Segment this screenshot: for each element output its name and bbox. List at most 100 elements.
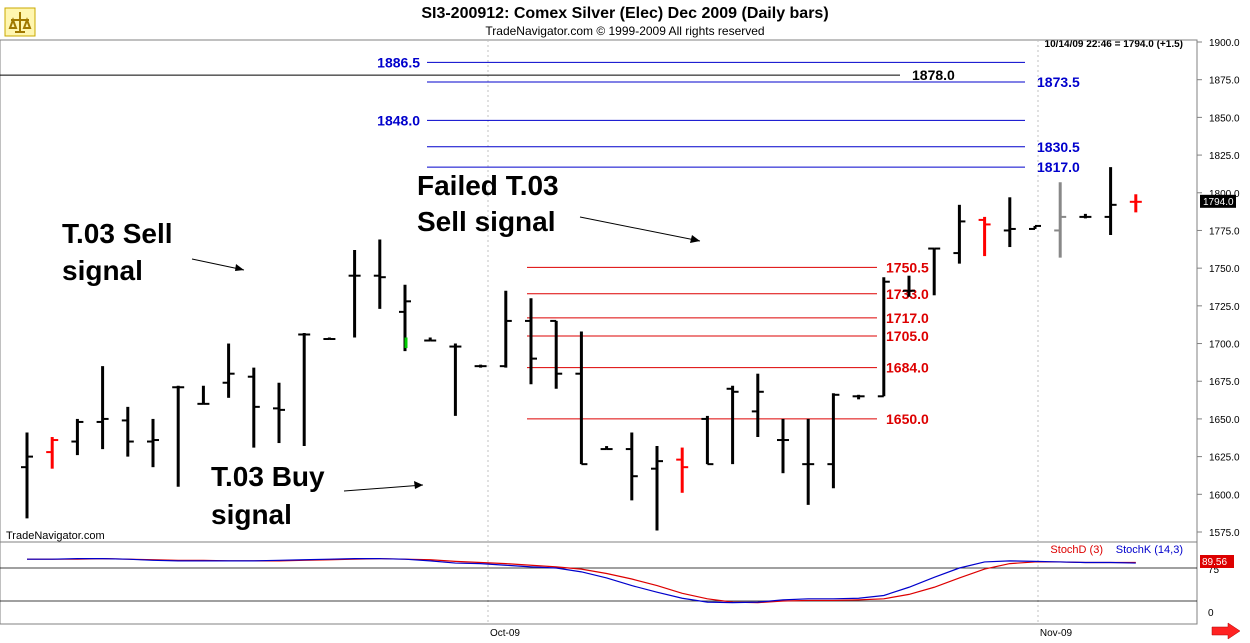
price-bars	[21, 167, 1142, 531]
y-tick-label: 1700.0	[1209, 340, 1240, 351]
ohlc-bar	[424, 337, 437, 342]
target-label: 1650.0	[886, 411, 929, 427]
buy-annotation-line2: signal	[211, 499, 292, 530]
ohlc-bar	[877, 277, 890, 398]
indicator-panel-border	[0, 541, 1198, 625]
sell-arrow	[191, 258, 245, 271]
stochastic-panel: StochD (3) StochK (14,3) 75 0 89.56	[0, 544, 1234, 619]
ohlc-bar	[247, 367, 260, 448]
ohlc-bar	[525, 298, 537, 385]
buy-annotation: T.03 Buy signal	[211, 461, 424, 530]
y-tick-label: 1825.0	[1209, 151, 1240, 162]
ohlc-bar	[121, 406, 134, 457]
ohlc-bar	[701, 415, 714, 466]
buy-arrow	[343, 484, 424, 492]
header: SI3-200912: Comex Silver (Elec) Dec 2009…	[4, 5, 1183, 50]
ohlc-bar	[449, 343, 462, 416]
chart-subtitle: TradeNavigator.com © 1999-2009 All right…	[485, 24, 764, 38]
ohlc-bar	[676, 447, 689, 493]
target-label: 1717.0	[886, 310, 929, 326]
ohlc-bar	[222, 343, 235, 398]
watermark: TradeNavigator.com	[6, 530, 105, 542]
chart-title: SI3-200912: Comex Silver (Elec) Dec 2009…	[421, 5, 828, 22]
y-tick-label: 1775.0	[1209, 226, 1240, 237]
ohlc-bar	[474, 364, 487, 368]
target-label: 1886.5	[377, 54, 420, 70]
ohlc-bar	[1029, 224, 1041, 230]
target-label: 1705.0	[886, 328, 929, 344]
stochk-label: StochK (14,3)	[1116, 544, 1183, 556]
ohlc-bar	[1079, 213, 1092, 219]
ohlc-bar	[726, 385, 739, 465]
x-tick-label: Nov-09	[1040, 628, 1073, 639]
indicator-value: 89.56	[1202, 557, 1227, 568]
scroll-right-button[interactable]	[1211, 622, 1241, 640]
ohlc-bar	[953, 204, 966, 264]
ohlc-bar	[1129, 194, 1142, 213]
sell-annotation-line1: T.03 Sell	[62, 218, 173, 249]
ohlc-bar	[928, 247, 941, 296]
ohlc-bar	[777, 418, 789, 474]
indicator-tick-0: 0	[1208, 608, 1214, 619]
ohlc-bar	[1054, 182, 1067, 258]
failed-arrow	[579, 216, 701, 242]
ohlc-bar	[298, 332, 311, 447]
buy-annotation-line1: T.03 Buy	[211, 461, 325, 492]
y-tick-label: 1750.0	[1209, 264, 1240, 275]
indicator-value-tag	[1200, 555, 1234, 568]
ohlc-bar	[827, 393, 840, 489]
sell-annotation: T.03 Sell signal	[62, 218, 245, 286]
grid	[487, 40, 1039, 624]
y-tick-label: 1875.0	[1209, 76, 1240, 87]
y-tick-label: 1900.0	[1209, 38, 1240, 49]
y-tick-label: 1725.0	[1209, 302, 1240, 313]
ohlc-bar	[575, 331, 588, 466]
ohlc-bar	[273, 382, 285, 444]
target-label: 1684.0	[886, 360, 929, 376]
ohlc-bar	[373, 239, 386, 309]
ohlc-bar	[903, 275, 915, 297]
ohlc-bar	[802, 418, 815, 505]
ohlc-bar	[1104, 167, 1117, 235]
arrow-right-icon	[1211, 622, 1241, 640]
ohlc-bar	[348, 250, 361, 338]
ohlc-bar	[751, 373, 764, 438]
x-tick-label: Oct-09	[490, 628, 520, 639]
sell-annotation-line2: signal	[62, 255, 143, 286]
y-tick-label: 1850.0	[1209, 113, 1240, 124]
indicator-tick-75: 75	[1208, 565, 1220, 576]
failed-arrow-head	[690, 235, 700, 243]
stochd-label: StochD (3)	[1050, 544, 1103, 556]
ohlc-bar	[71, 418, 84, 456]
ohlc-bar	[21, 432, 33, 519]
target-lines: 1886.5 1878.0 1873.5 1848.0 1830.5 1817.0 1750…	[0, 54, 1080, 427]
ohlc-bar	[852, 394, 865, 400]
buy-arrow-head	[414, 481, 423, 489]
ohlc-bar	[46, 437, 59, 469]
trade-navigator-logo[interactable]	[4, 7, 36, 37]
failed-sell-annotation: Failed T.03 Sell signal	[417, 170, 701, 243]
target-label: 1873.5	[1037, 74, 1080, 90]
ohlc-bar	[197, 385, 210, 405]
target-label: 1817.0	[1037, 159, 1080, 175]
ohlc-bar	[172, 385, 185, 487]
ohlc-bar	[499, 290, 512, 368]
ohlc-bar	[651, 446, 663, 531]
target-label: 1878.0	[912, 67, 955, 83]
y-axis: 1900.0 1875.0 1850.0 1825.0 1800.0 1775.0 1750…	[1197, 38, 1240, 539]
sell-arrow-head	[235, 264, 244, 271]
stochk-line	[27, 558, 1136, 604]
y-tick-label: 1625.0	[1209, 453, 1240, 464]
y-tick-label: 1575.0	[1209, 528, 1240, 539]
ohlc-bar	[600, 446, 613, 451]
y-tick-label: 1675.0	[1209, 377, 1240, 388]
y-tick-label: 1800.0	[1209, 189, 1240, 200]
ohlc-bar	[147, 418, 159, 468]
failed-annotation-line2: Sell signal	[417, 206, 556, 237]
target-label: 1750.5	[886, 259, 929, 275]
x-axis: Oct-09 Nov-09	[490, 628, 1073, 639]
y-tick-label: 1600.0	[1209, 490, 1240, 501]
failed-annotation-line1: Failed T.03	[417, 170, 559, 201]
ohlc-bar	[550, 319, 563, 389]
